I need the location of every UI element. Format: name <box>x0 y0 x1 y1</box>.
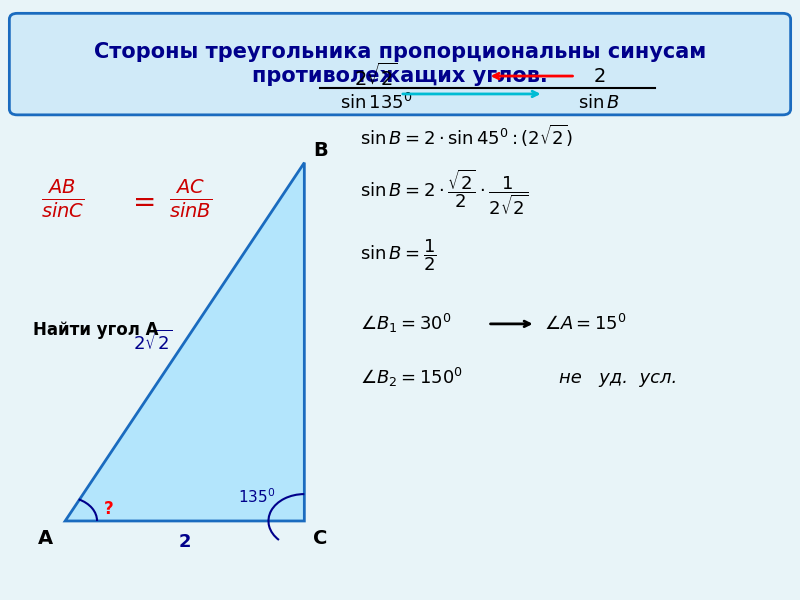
Text: $\sin B$: $\sin B$ <box>578 94 620 112</box>
Text: $\sin B = \dfrac{1}{2}$: $\sin B = \dfrac{1}{2}$ <box>360 238 437 273</box>
Text: $2\sqrt{2}$: $2\sqrt{2}$ <box>354 62 398 89</box>
Text: ?: ? <box>104 500 114 518</box>
Polygon shape <box>65 163 304 521</box>
Text: $\angle B_2 = 150^0$: $\angle B_2 = 150^0$ <box>360 366 463 389</box>
Text: C: C <box>313 529 327 548</box>
Text: 2: 2 <box>178 533 191 551</box>
Text: $2\sqrt{2}$: $2\sqrt{2}$ <box>133 330 173 354</box>
Text: Стороны треугольника пропорциональны синусам
противолежащих углов.: Стороны треугольника пропорциональны син… <box>94 43 706 86</box>
Text: Найти угол А: Найти угол А <box>34 321 158 339</box>
Text: $135^0$: $135^0$ <box>238 488 275 506</box>
Text: $\sin B = 2 \cdot \dfrac{\sqrt{2}}{2} \cdot \dfrac{1}{2\sqrt{2}}$: $\sin B = 2 \cdot \dfrac{\sqrt{2}}{2} \c… <box>360 167 529 217</box>
Text: $\sin B = 2 \cdot \sin 45^0 : (2\sqrt{2})$: $\sin B = 2 \cdot \sin 45^0 : (2\sqrt{2}… <box>360 123 573 149</box>
Text: не   уд.  усл.: не уд. усл. <box>559 368 678 386</box>
Text: $\sin 135^0$: $\sin 135^0$ <box>340 93 412 113</box>
Text: $2$: $2$ <box>593 67 606 86</box>
FancyBboxPatch shape <box>10 13 790 115</box>
Text: A: A <box>38 529 53 548</box>
Text: $\angle B_1 = 30^0$: $\angle B_1 = 30^0$ <box>360 313 451 335</box>
Text: $=$: $=$ <box>127 187 154 215</box>
Text: $\frac{AC}{sinB}$: $\frac{AC}{sinB}$ <box>169 177 212 220</box>
Text: $\angle A = 15^0$: $\angle A = 15^0$ <box>543 314 626 334</box>
Text: $\frac{AB}{sinC}$: $\frac{AB}{sinC}$ <box>42 177 85 220</box>
Text: B: B <box>313 141 328 160</box>
